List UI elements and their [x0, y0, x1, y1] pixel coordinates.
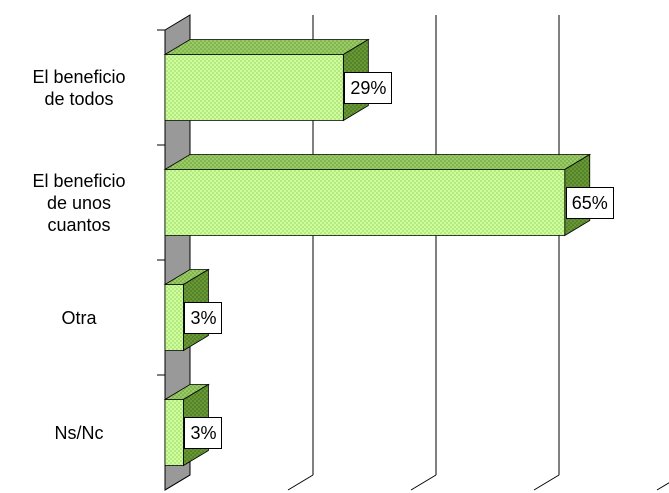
- bar: [163, 38, 370, 122]
- bar: [163, 153, 592, 237]
- bar-front: [164, 169, 566, 236]
- bar-top: [163, 154, 592, 170]
- bar-top: [163, 39, 370, 55]
- y-tick-label: Ns/Nc: [54, 422, 104, 443]
- floor-tick: [287, 474, 314, 491]
- data-label: 29%: [344, 71, 393, 104]
- data-label: 65%: [565, 186, 614, 219]
- y-tick-label: El beneficio de unos cuantos: [32, 170, 126, 235]
- data-label: 3%: [184, 301, 223, 334]
- floor-tick: [656, 482, 669, 491]
- y-tick-label: Otra: [61, 307, 97, 328]
- bar-front: [164, 284, 184, 351]
- floor-tick: [533, 474, 560, 491]
- floor-tick: [164, 474, 191, 491]
- bar-front: [164, 399, 184, 466]
- floor-tick: [410, 474, 437, 491]
- bar: [163, 383, 210, 467]
- data-label: 3%: [184, 416, 223, 449]
- y-tick-label: El beneficio de todos: [32, 66, 126, 109]
- bar-front: [164, 54, 344, 121]
